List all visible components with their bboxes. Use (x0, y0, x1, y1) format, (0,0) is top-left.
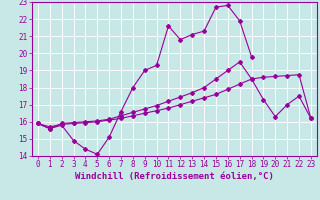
X-axis label: Windchill (Refroidissement éolien,°C): Windchill (Refroidissement éolien,°C) (75, 172, 274, 181)
